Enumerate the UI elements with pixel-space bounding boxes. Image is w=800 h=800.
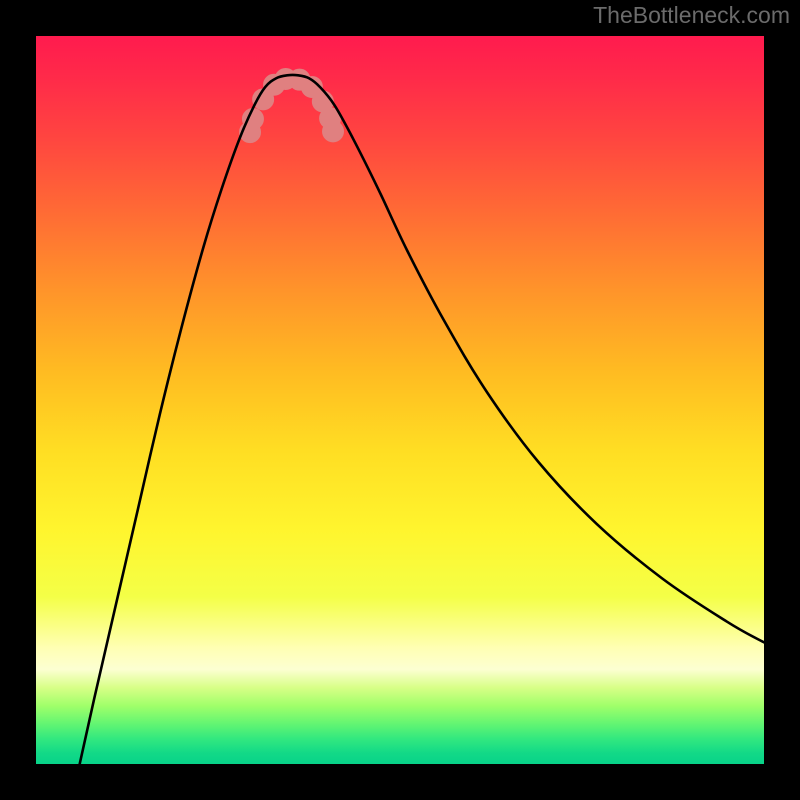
- curve-layer: [36, 36, 764, 764]
- bottleneck-curve: [80, 75, 764, 764]
- chart-root: TheBottleneck.com: [0, 0, 800, 800]
- plot-area: [36, 36, 764, 764]
- marker-point: [323, 121, 344, 142]
- watermark-text: TheBottleneck.com: [593, 2, 790, 29]
